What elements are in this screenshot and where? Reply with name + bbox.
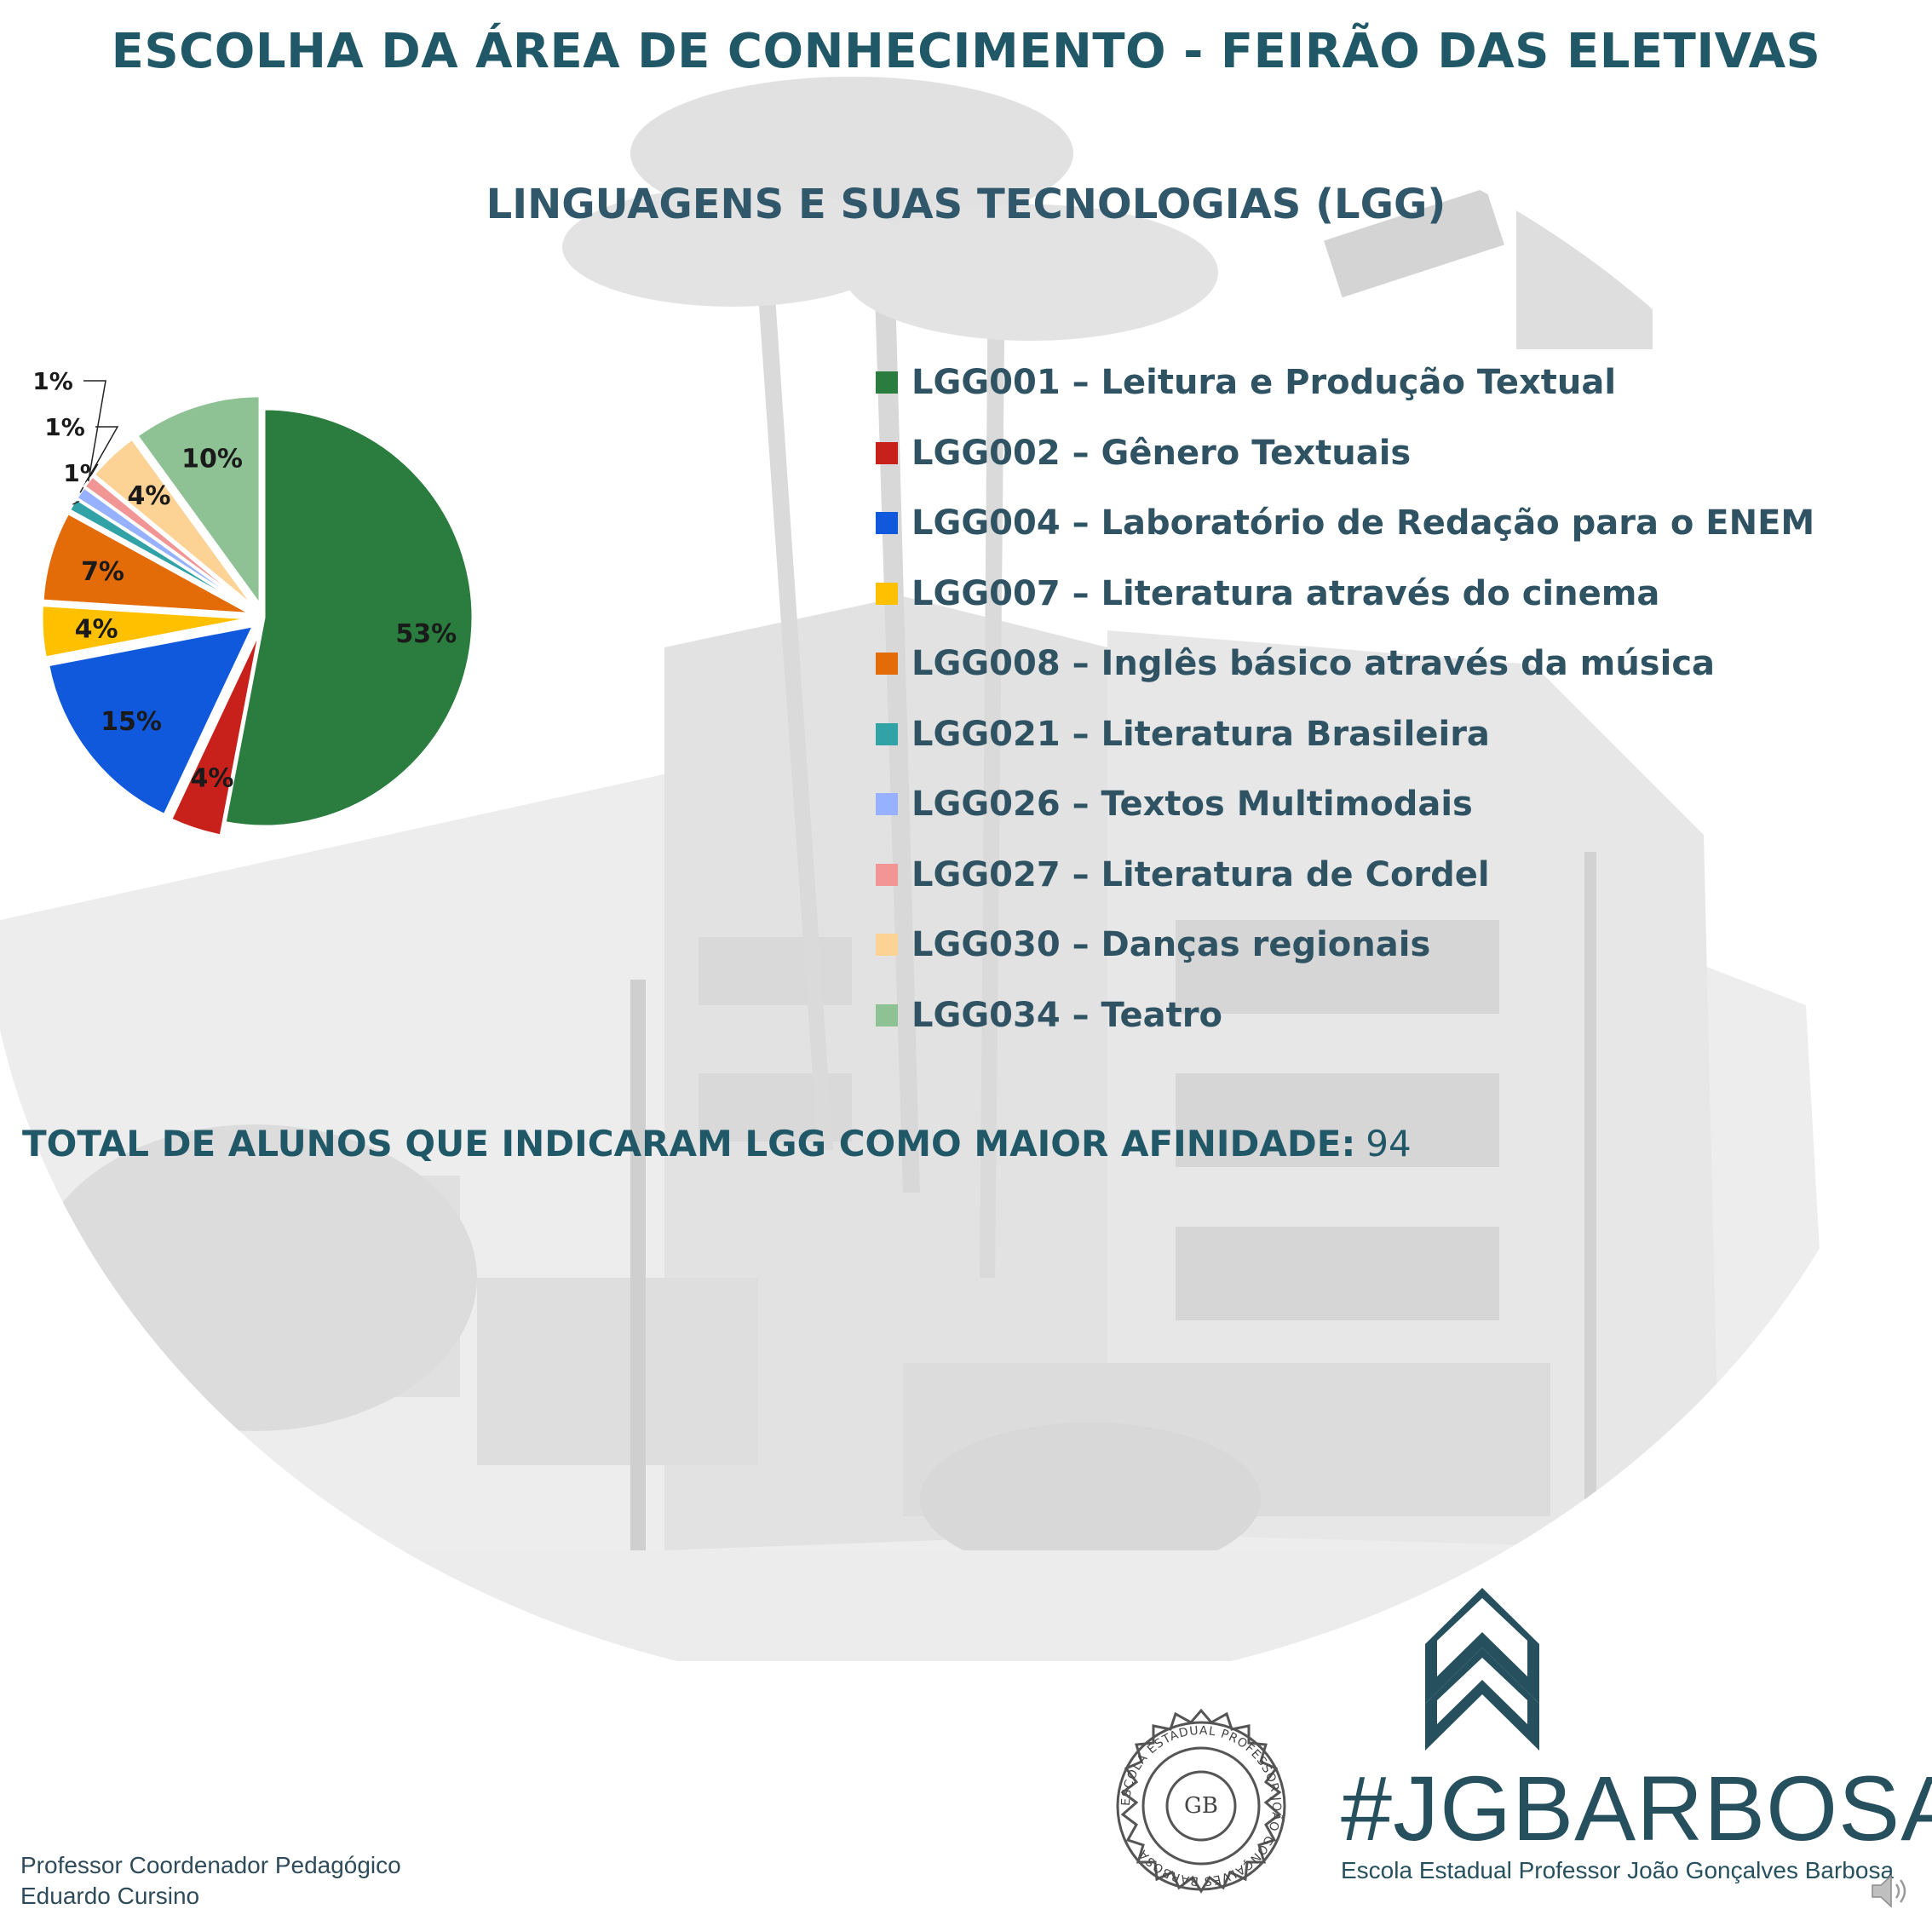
legend-label-lgg030: LGG030 – Danças regionais: [911, 925, 1431, 965]
seal-monogram: GB: [1184, 1793, 1218, 1819]
chart-legend: LGG001 – Leitura e Produção Textual LGG00…: [876, 348, 1814, 1050]
total-students-value: 94: [1366, 1123, 1412, 1164]
pie-label-lgg027: 1%: [32, 367, 73, 395]
legend-item-lgg021: LGG021 – Literatura Brasileira: [876, 699, 1814, 770]
speaker-icon[interactable]: [1869, 1872, 1912, 1910]
author-credit: Professor Coordenador Pedagógico Eduardo…: [20, 1850, 401, 1912]
legend-swatch-lgg034: [876, 1003, 898, 1026]
page-title: ESCOLHA DA ÁREA DE CONHECIMENTO - FEIRÃO…: [111, 24, 1821, 79]
pie-label-lgg007: 4%: [75, 614, 118, 644]
legend-swatch-lgg007: [876, 582, 898, 605]
legend-label-lgg002: LGG002 – Gênero Textuais: [911, 433, 1412, 473]
author-role: Professor Coordenador Pedagógico: [20, 1852, 401, 1878]
pie-slice-lgg008: [41, 511, 252, 616]
pie-slice-lgg002: [169, 630, 262, 837]
legend-swatch-lgg002: [876, 441, 898, 464]
legend-label-lgg008: LGG008 – Inglês básico através da música: [911, 644, 1716, 684]
legend-label-lgg007: LGG007 – Literatura através do cinema: [911, 573, 1660, 613]
pie-slice-lgg004: [46, 624, 256, 817]
pie-slice-lgg001: [223, 407, 474, 828]
pie-slice-lgg030: [92, 437, 256, 609]
legend-item-lgg001: LGG001 – Leitura e Produção Textual: [876, 348, 1814, 418]
pie-label-lgg026: 1%: [44, 413, 85, 441]
legend-label-lgg001: LGG001 – Leitura e Produção Textual: [911, 363, 1617, 403]
total-students-label: TOTAL DE ALUNOS QUE INDICARAM LGG COMO M…: [22, 1123, 1356, 1164]
pie-label-lgg004: 15%: [101, 707, 162, 737]
pie-chart: 53%4%15%4%7%1%1%1%4%10%: [32, 367, 474, 837]
legend-label-lgg021: LGG021 – Literatura Brasileira: [911, 714, 1490, 754]
pie-leader-lgg026: [79, 426, 119, 493]
pie-leader-lgg027: [83, 380, 106, 482]
total-students: TOTAL DE ALUNOS QUE INDICARAM LGG COMO M…: [22, 1123, 1412, 1164]
pie-label-lgg002: 4%: [191, 764, 234, 794]
legend-item-lgg034: LGG034 – Teatro: [876, 980, 1814, 1051]
legend-swatch-lgg021: [876, 722, 898, 745]
legend-item-lgg026: LGG026 – Textos Multimodais: [876, 769, 1814, 840]
pie-slice-lgg034: [135, 394, 262, 609]
legend-item-lgg027: LGG027 – Literatura de Cordel: [876, 840, 1814, 911]
pie-label-lgg008: 7%: [81, 557, 124, 587]
chart-title: LINGUAGENS E SUAS TECNOLOGIAS (LGG): [486, 181, 1446, 228]
pie-label-lgg030: 4%: [127, 481, 170, 511]
brand-hashtag: #JGBARBOSA: [1341, 1757, 1932, 1860]
legend-swatch-lgg001: [876, 371, 898, 394]
school-name: Escola Estadual Professor João Gonçalves…: [1341, 1857, 1895, 1883]
legend-label-lgg004: LGG004 – Laboratório de Redação para o E…: [911, 503, 1815, 543]
legend-item-lgg004: LGG004 – Laboratório de Redação para o E…: [876, 488, 1814, 559]
legend-item-lgg030: LGG030 – Danças regionais: [876, 910, 1814, 980]
legend-swatch-lgg026: [876, 793, 898, 816]
author-name: Eduardo Cursino: [20, 1883, 200, 1909]
legend-label-lgg026: LGG026 – Textos Multimodais: [911, 785, 1473, 825]
legend-label-lgg034: LGG034 – Teatro: [911, 995, 1222, 1035]
pie-slice-lgg027: [83, 474, 255, 611]
legend-swatch-lgg027: [876, 863, 898, 886]
pie-slice-lgg007: [40, 604, 251, 659]
legend-item-lgg007: LGG007 – Literatura através do cinema: [876, 559, 1814, 630]
double-chevron-up-icon: [1425, 1588, 1539, 1751]
legend-item-lgg002: LGG002 – Gênero Textuais: [876, 418, 1814, 489]
legend-swatch-lgg008: [876, 653, 898, 676]
legend-swatch-lgg004: [876, 512, 898, 535]
legend-swatch-lgg030: [876, 934, 898, 957]
legend-item-lgg008: LGG008 – Inglês básico através da música: [876, 629, 1814, 699]
school-seal-icon: ESCOLA ESTADUAL PROFESSOR JOÃO GONÇALVES…: [1116, 1708, 1286, 1894]
pie-label-lgg034: 10%: [181, 444, 243, 474]
legend-label-lgg027: LGG027 – Literatura de Cordel: [911, 854, 1490, 894]
pie-label-lgg001: 53%: [395, 619, 457, 649]
